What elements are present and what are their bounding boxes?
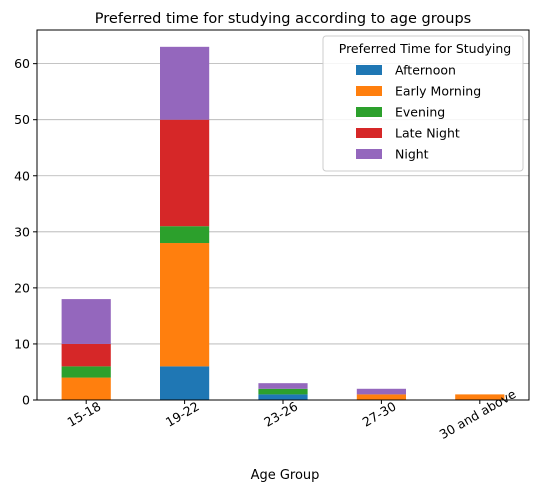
x-tick-label: 19-22 xyxy=(163,399,202,430)
legend-label: Night xyxy=(395,147,429,162)
chart-title: Preferred time for studying according to… xyxy=(95,11,471,27)
legend: Preferred Time for Studying Afternoon Ear… xyxy=(322,35,524,172)
y-axis: 0 10 20 30 40 50 60 xyxy=(14,56,37,408)
legend-label: Late Night xyxy=(395,126,460,141)
y-tick-label: 30 xyxy=(14,224,30,239)
legend-label: Afternoon xyxy=(395,63,456,78)
y-tick-label: 50 xyxy=(14,112,30,127)
bar-segment xyxy=(455,394,505,400)
x-tick-label: 27-30 xyxy=(360,399,399,430)
legend-swatch xyxy=(356,65,382,75)
bar-segment xyxy=(160,226,210,244)
bar-segment xyxy=(61,377,111,400)
legend-label: Early Morning xyxy=(395,84,481,99)
bar-segment xyxy=(258,394,308,400)
bar-segment xyxy=(61,343,111,367)
bar-segment xyxy=(258,388,308,395)
gridlines xyxy=(37,63,529,401)
bar-segment xyxy=(356,388,406,395)
legend-swatch xyxy=(356,149,382,159)
legend-swatch xyxy=(356,107,382,117)
x-tick-label: 15-18 xyxy=(64,399,103,430)
bar-segment xyxy=(160,119,210,227)
y-tick-label: 40 xyxy=(14,168,30,183)
bar-segment xyxy=(356,394,406,400)
legend-label: Evening xyxy=(395,105,445,120)
y-tick-label: 10 xyxy=(14,336,30,351)
y-tick-label: 60 xyxy=(14,56,30,71)
bar-segment xyxy=(61,299,111,344)
legend-title: Preferred Time for Studying xyxy=(339,41,512,56)
bar-stacks xyxy=(61,46,505,400)
bar-segment xyxy=(160,366,210,400)
legend-swatch xyxy=(356,86,382,96)
x-tick-label: 23-26 xyxy=(261,399,300,430)
bar-segment xyxy=(61,366,111,378)
legend-swatch xyxy=(356,128,382,138)
y-tick-label: 0 xyxy=(22,393,30,408)
bar-segment xyxy=(160,46,210,120)
y-tick-label: 20 xyxy=(14,280,30,295)
bar-segment xyxy=(160,243,210,367)
x-axis-label: Age Group xyxy=(251,468,320,483)
bar-segment xyxy=(258,383,308,389)
